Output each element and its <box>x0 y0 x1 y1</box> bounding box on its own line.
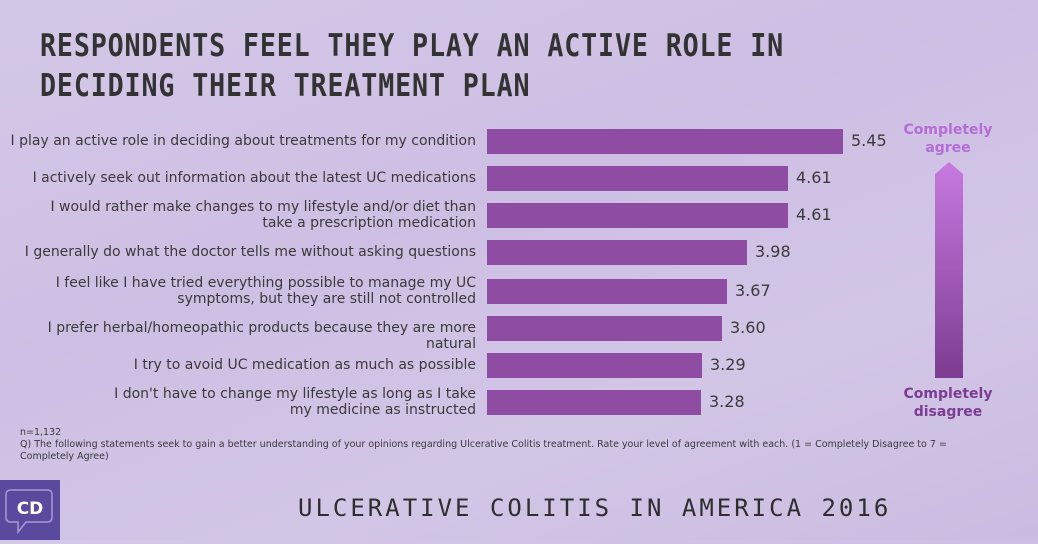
bar-label: I would rather make changes to my lifest… <box>50 199 476 231</box>
bar-value: 3.60 <box>730 318 766 337</box>
bar-value: 5.45 <box>851 131 887 150</box>
speech-bubble-icon: CD <box>5 489 53 535</box>
bar-label: I don't have to change my lifestyle as l… <box>114 386 476 418</box>
bar <box>487 353 702 378</box>
bar <box>487 279 727 304</box>
cd-logo: CD <box>0 480 60 540</box>
bar-label: I play an active role in deciding about … <box>10 133 476 149</box>
bar-value: 3.98 <box>755 242 791 261</box>
bar <box>487 390 701 415</box>
bar <box>487 240 747 265</box>
bar-label: I actively seek out information about th… <box>32 170 476 186</box>
bar-label: I try to avoid UC medication as much as … <box>133 357 476 373</box>
bar-value: 4.61 <box>796 205 832 224</box>
logo-text: CD <box>17 499 44 519</box>
legend-completely-disagree: Completely disagree <box>903 386 993 420</box>
bar-value: 3.67 <box>735 281 771 300</box>
bar-label: I feel like I have tried everything poss… <box>55 275 476 307</box>
bar-label: I prefer herbal/homeopathic products bec… <box>47 320 476 352</box>
bar <box>487 316 722 341</box>
bar <box>487 129 843 154</box>
bar <box>487 203 788 228</box>
bar-label: I generally do what the doctor tells me … <box>24 244 476 260</box>
bar-value: 3.29 <box>710 355 746 374</box>
footer-title: Ulcerative Colitis in America 2016 <box>298 494 892 522</box>
chart-title: Respondents feel they play an active rol… <box>40 28 785 104</box>
bar-value: 4.61 <box>796 168 832 187</box>
question-note: Q) The following statements seek to gain… <box>20 439 947 462</box>
bar-value: 3.28 <box>709 392 745 411</box>
legend-completely-agree: Completely agree <box>903 122 993 156</box>
bar <box>487 166 788 191</box>
sample-size-note: n=1,132 <box>20 427 62 438</box>
agreement-scale-arrow-icon <box>935 162 963 378</box>
